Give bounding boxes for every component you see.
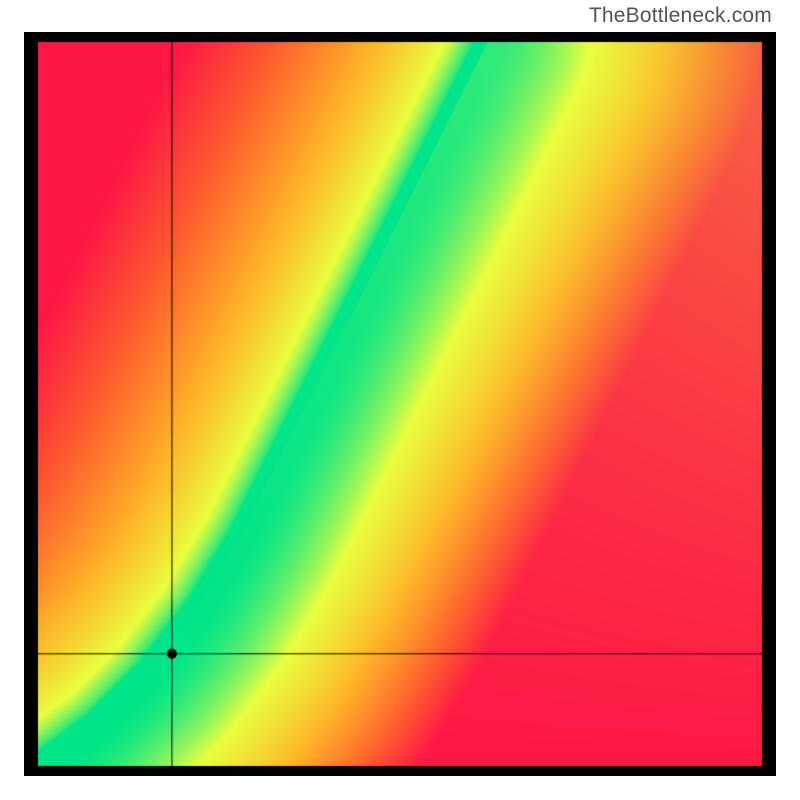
watermark-text: TheBottleneck.com [589,4,772,28]
plot-outer-frame [24,32,776,776]
heatmap-canvas [24,32,776,776]
chart-container: TheBottleneck.com [0,0,800,800]
